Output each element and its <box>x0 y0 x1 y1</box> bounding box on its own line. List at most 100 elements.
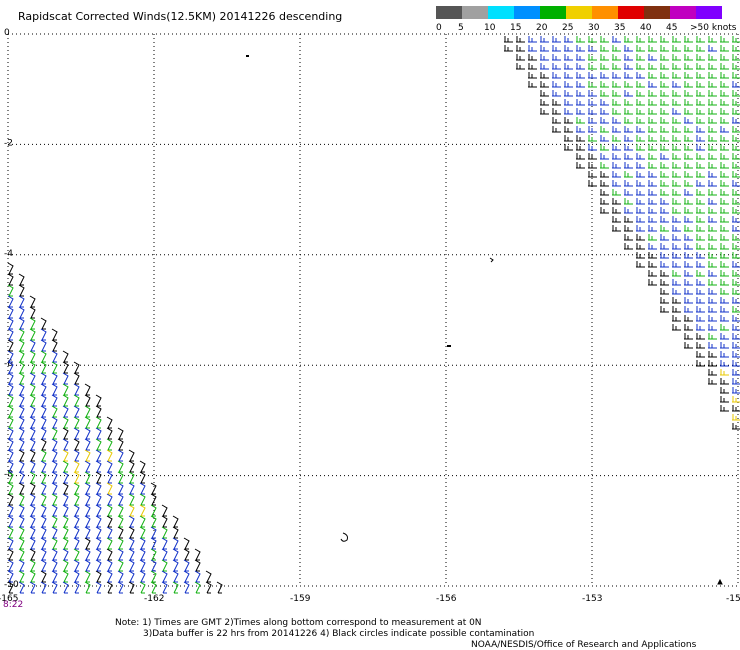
wind-barb <box>684 198 693 205</box>
wind-barb <box>648 72 657 79</box>
wind-barb <box>720 306 729 313</box>
x-tick-label: -156 <box>436 594 457 604</box>
wind-barb <box>588 54 597 61</box>
colorbar-label: 25 <box>562 23 573 33</box>
wind-barb <box>636 180 645 187</box>
wind-barb <box>612 144 621 151</box>
wind-barb <box>564 45 573 52</box>
wind-barb <box>636 261 645 268</box>
wind-barb <box>40 493 47 506</box>
wind-barb <box>648 45 657 52</box>
wind-barb <box>62 361 69 374</box>
wind-barb <box>540 99 549 106</box>
wind-barb <box>732 333 740 340</box>
wind-barb <box>40 460 47 473</box>
wind-barb <box>161 559 168 572</box>
wind-barb <box>84 504 91 517</box>
wind-barb <box>51 350 58 363</box>
wind-barb <box>600 135 609 142</box>
wind-barb <box>564 90 573 97</box>
wind-barb <box>624 153 633 160</box>
wind-barb <box>720 144 729 151</box>
colorbar-label: 5 <box>458 23 464 33</box>
wind-barb <box>720 63 729 70</box>
wind-barbs <box>7 36 740 594</box>
wind-barb <box>648 153 657 160</box>
wind-barb <box>648 207 657 214</box>
wind-barb <box>708 351 717 358</box>
wind-barb <box>95 570 102 583</box>
wind-barb <box>84 383 91 396</box>
wind-barb <box>29 427 36 440</box>
wind-barb <box>576 144 585 151</box>
wind-barb <box>708 180 717 187</box>
wind-barb <box>117 471 124 484</box>
wind-barb <box>660 306 669 313</box>
wind-barb <box>672 189 681 196</box>
wind-barb <box>40 570 47 583</box>
wind-barb <box>29 394 36 407</box>
wind-barb <box>106 449 113 462</box>
wind-barb <box>588 171 597 178</box>
y-tick-label: -10 <box>4 580 19 590</box>
wind-barb <box>624 90 633 97</box>
wind-barb <box>696 270 705 277</box>
wind-barb <box>117 581 124 594</box>
wind-barb <box>624 198 633 205</box>
wind-barb <box>540 63 549 70</box>
wind-barb <box>696 342 705 349</box>
wind-barb <box>150 570 157 583</box>
colorbar-swatch <box>644 6 670 19</box>
wind-barb <box>648 54 657 61</box>
wind-barb <box>636 81 645 88</box>
wind-barb <box>73 427 80 440</box>
wind-barb <box>128 581 135 594</box>
wind-barb <box>708 243 717 250</box>
wind-barb <box>504 45 513 52</box>
wind-barb <box>62 383 69 396</box>
wind-barb <box>7 471 14 484</box>
wind-barb <box>73 482 80 495</box>
wind-barb <box>18 515 25 528</box>
wind-barb <box>648 117 657 124</box>
wind-barb <box>696 306 705 313</box>
wind-barb <box>117 537 124 550</box>
wind-barb <box>708 189 717 196</box>
wind-barb <box>194 570 201 583</box>
wind-barb <box>600 81 609 88</box>
wind-barb <box>672 144 681 151</box>
wind-barb <box>660 198 669 205</box>
wind-barb <box>29 504 36 517</box>
wind-barb <box>684 216 693 223</box>
wind-barb <box>696 72 705 79</box>
wind-barb <box>564 63 573 70</box>
wind-barb <box>696 216 705 223</box>
wind-barb <box>84 449 91 462</box>
wind-barb <box>660 90 669 97</box>
wind-barb <box>84 559 91 572</box>
wind-barb <box>504 36 513 43</box>
wind-barb <box>600 108 609 115</box>
wind-barb <box>576 81 585 88</box>
y-tick-label: -4 <box>4 249 13 259</box>
wind-barb <box>150 515 157 528</box>
wind-barb <box>564 54 573 61</box>
wind-barb <box>612 189 621 196</box>
wind-barb <box>216 581 223 594</box>
wind-barb <box>720 99 729 106</box>
wind-barb <box>684 45 693 52</box>
wind-barb <box>696 198 705 205</box>
wind-barb <box>576 99 585 106</box>
wind-barb <box>672 270 681 277</box>
wind-barb <box>720 108 729 115</box>
wind-barb <box>684 63 693 70</box>
wind-barb <box>732 288 740 295</box>
wind-barb <box>106 460 113 473</box>
wind-barb <box>18 328 25 341</box>
wind-barb <box>672 225 681 232</box>
wind-barb <box>139 471 146 484</box>
wind-barb <box>7 405 14 418</box>
wind-barb <box>600 45 609 52</box>
wind-barb <box>40 581 47 594</box>
wind-barb <box>648 171 657 178</box>
